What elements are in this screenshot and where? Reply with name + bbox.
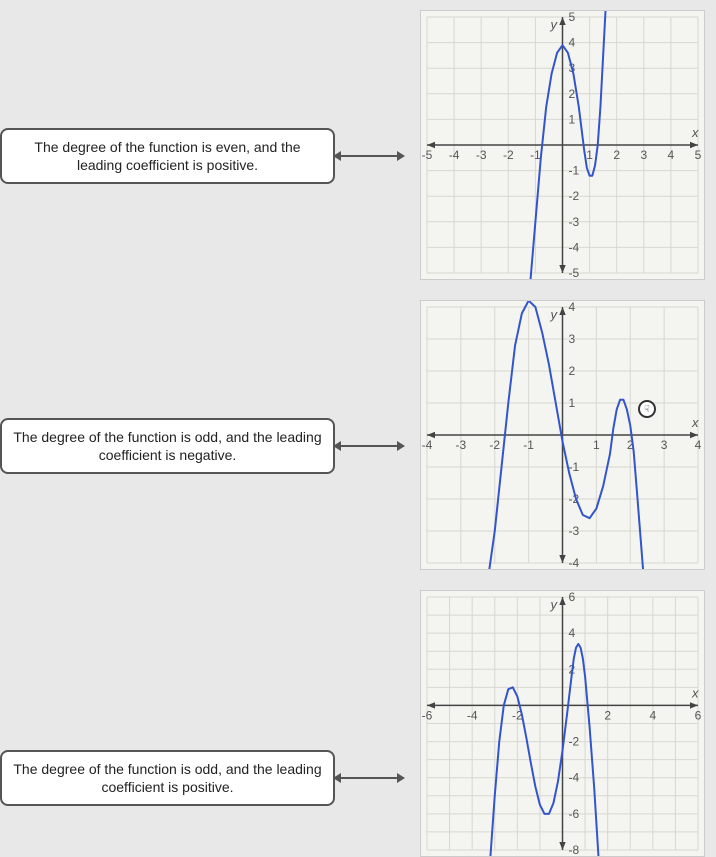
arrow-connector-1[interactable] [339,155,399,157]
hand-cursor-icon: ☟ [638,400,656,418]
graph-panel-2: -4-3-2-11234-4-3-2-11234xy [420,300,705,570]
match-row-1: The degree of the function is even, and … [0,128,403,184]
svg-text:-5: -5 [422,148,433,162]
svg-text:-4: -4 [449,148,460,162]
svg-text:-1: -1 [569,460,580,474]
graph-panel-1: -5-4-3-2-112345-5-4-3-2-112345xy [420,10,705,280]
svg-text:4: 4 [668,148,675,162]
svg-text:-6: -6 [422,708,433,722]
svg-text:x: x [691,125,699,140]
svg-text:2: 2 [569,87,576,101]
svg-text:-1: -1 [530,148,541,162]
svg-text:4: 4 [569,301,576,314]
svg-text:-4: -4 [569,771,580,785]
svg-text:3: 3 [661,438,668,452]
svg-text:y: y [550,597,559,612]
svg-text:6: 6 [569,591,576,604]
svg-text:5: 5 [695,148,702,162]
svg-text:-4: -4 [422,438,433,452]
svg-text:-4: -4 [467,708,478,722]
svg-text:1: 1 [586,148,593,162]
svg-text:4: 4 [569,626,576,640]
label-box-1[interactable]: The degree of the function is even, and … [0,128,335,184]
svg-text:-4: -4 [569,556,580,569]
label-box-2[interactable]: The degree of the function is odd, and t… [0,418,335,474]
svg-text:-8: -8 [569,843,580,856]
svg-text:-2: -2 [569,189,580,203]
svg-text:-5: -5 [569,266,580,279]
svg-text:2: 2 [613,148,620,162]
svg-text:5: 5 [569,11,576,24]
svg-text:-3: -3 [476,148,487,162]
svg-text:4: 4 [695,438,702,452]
arrow-connector-3[interactable] [339,777,399,779]
svg-text:y: y [550,17,559,32]
match-row-3: The degree of the function is odd, and t… [0,750,403,806]
svg-text:-1: -1 [523,438,534,452]
svg-text:6: 6 [695,708,702,722]
svg-text:x: x [691,685,699,700]
label-text-1: The degree of the function is even, and … [34,139,300,173]
svg-text:4: 4 [569,36,576,50]
label-text-2: The degree of the function is odd, and t… [13,429,321,463]
svg-text:-4: -4 [569,240,580,254]
svg-text:1: 1 [569,112,576,126]
label-box-3[interactable]: The degree of the function is odd, and t… [0,750,335,806]
svg-text:1: 1 [569,396,576,410]
svg-text:3: 3 [569,332,576,346]
svg-text:2: 2 [604,708,611,722]
svg-text:-3: -3 [456,438,467,452]
svg-text:-3: -3 [569,524,580,538]
svg-text:4: 4 [649,708,656,722]
svg-text:-6: -6 [569,807,580,821]
svg-text:2: 2 [569,364,576,378]
svg-text:-1: -1 [569,164,580,178]
graph-panel-3: -6-4-2246-8-6-4-2246xy [420,590,705,857]
svg-text:-2: -2 [489,438,500,452]
match-row-2: The degree of the function is odd, and t… [0,418,403,474]
svg-text:-3: -3 [569,215,580,229]
svg-text:3: 3 [640,148,647,162]
svg-text:-2: -2 [503,148,514,162]
svg-text:y: y [550,307,559,322]
svg-text:-2: -2 [569,735,580,749]
svg-text:x: x [691,415,699,430]
svg-text:1: 1 [593,438,600,452]
label-text-3: The degree of the function is odd, and t… [13,761,321,795]
arrow-connector-2[interactable] [339,445,399,447]
